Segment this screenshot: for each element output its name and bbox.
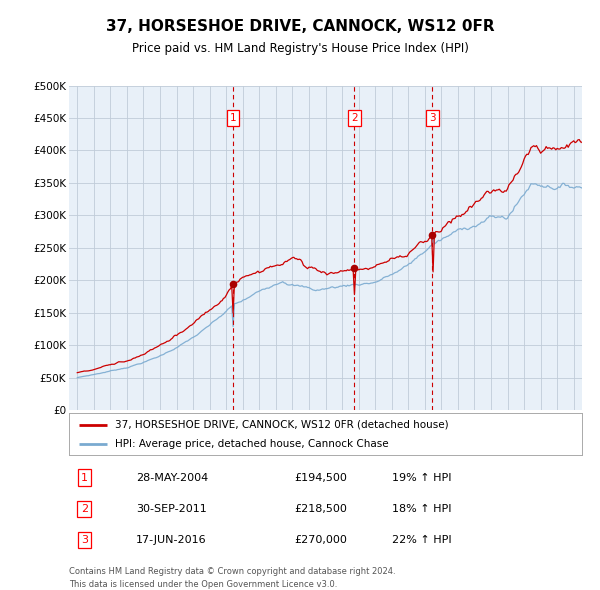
Text: 18% ↑ HPI: 18% ↑ HPI — [392, 504, 452, 514]
Text: 19% ↑ HPI: 19% ↑ HPI — [392, 473, 452, 483]
Text: 30-SEP-2011: 30-SEP-2011 — [136, 504, 206, 514]
Text: 22% ↑ HPI: 22% ↑ HPI — [392, 535, 452, 545]
Text: 17-JUN-2016: 17-JUN-2016 — [136, 535, 206, 545]
Text: £218,500: £218,500 — [295, 504, 347, 514]
Text: £194,500: £194,500 — [295, 473, 347, 483]
Text: HPI: Average price, detached house, Cannock Chase: HPI: Average price, detached house, Cann… — [115, 438, 389, 448]
Text: 3: 3 — [81, 535, 88, 545]
Text: 28-MAY-2004: 28-MAY-2004 — [136, 473, 208, 483]
Text: 2: 2 — [351, 113, 358, 123]
Text: 1: 1 — [230, 113, 236, 123]
Text: 3: 3 — [429, 113, 436, 123]
Text: 1: 1 — [81, 473, 88, 483]
Text: 37, HORSESHOE DRIVE, CANNOCK, WS12 0FR (detached house): 37, HORSESHOE DRIVE, CANNOCK, WS12 0FR (… — [115, 420, 449, 430]
Text: 2: 2 — [81, 504, 88, 514]
Text: This data is licensed under the Open Government Licence v3.0.: This data is licensed under the Open Gov… — [69, 579, 337, 589]
Text: Price paid vs. HM Land Registry's House Price Index (HPI): Price paid vs. HM Land Registry's House … — [131, 42, 469, 55]
Text: £270,000: £270,000 — [295, 535, 347, 545]
Text: Contains HM Land Registry data © Crown copyright and database right 2024.: Contains HM Land Registry data © Crown c… — [69, 566, 395, 576]
Text: 37, HORSESHOE DRIVE, CANNOCK, WS12 0FR: 37, HORSESHOE DRIVE, CANNOCK, WS12 0FR — [106, 19, 494, 34]
